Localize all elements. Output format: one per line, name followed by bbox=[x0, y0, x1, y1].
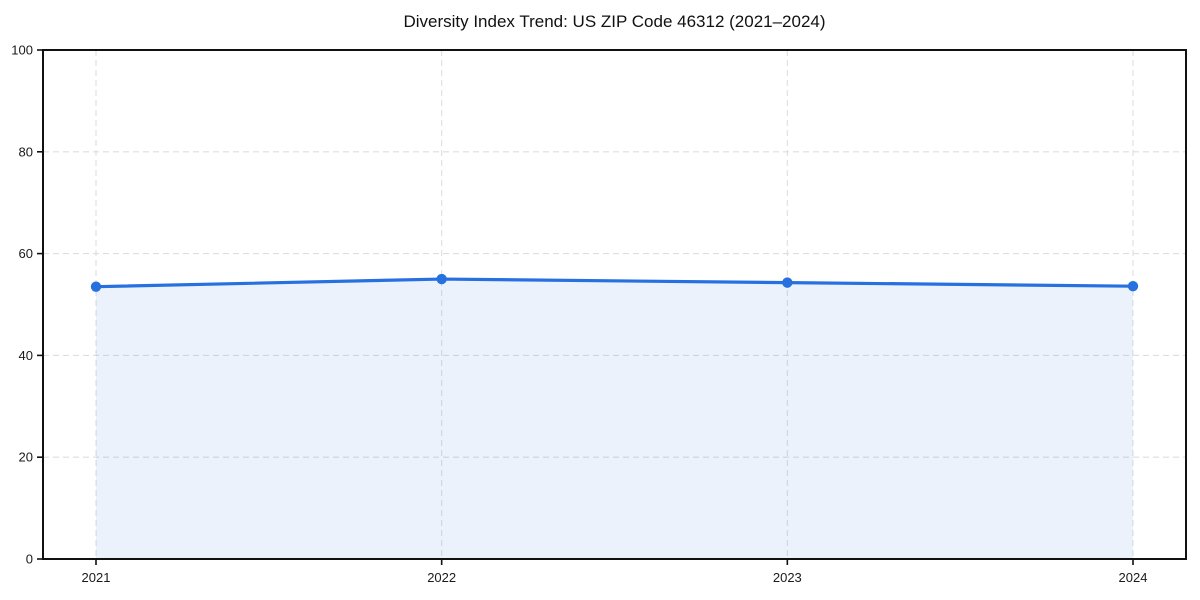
y-tick-label: 40 bbox=[19, 348, 33, 363]
y-tick-label: 60 bbox=[19, 246, 33, 261]
data-point bbox=[782, 277, 793, 288]
chart-title: Diversity Index Trend: US ZIP Code 46312… bbox=[403, 12, 826, 31]
y-tick-label: 20 bbox=[19, 450, 33, 465]
area-fill bbox=[96, 279, 1133, 559]
data-point bbox=[90, 281, 102, 292]
data-point bbox=[1127, 280, 1139, 292]
y-tick-label: 100 bbox=[11, 43, 33, 58]
y-tick-label: 80 bbox=[19, 144, 33, 159]
plot-border bbox=[42, 49, 1187, 560]
x-tick-label: 2021 bbox=[82, 570, 111, 585]
trend-line bbox=[94, 277, 1135, 289]
x-tick-label: 2022 bbox=[427, 570, 456, 585]
x-tick-label: 2024 bbox=[1119, 570, 1148, 585]
x-tick-label: 2023 bbox=[773, 570, 802, 585]
y-tick-label: 0 bbox=[26, 552, 33, 567]
data-point bbox=[436, 273, 447, 285]
